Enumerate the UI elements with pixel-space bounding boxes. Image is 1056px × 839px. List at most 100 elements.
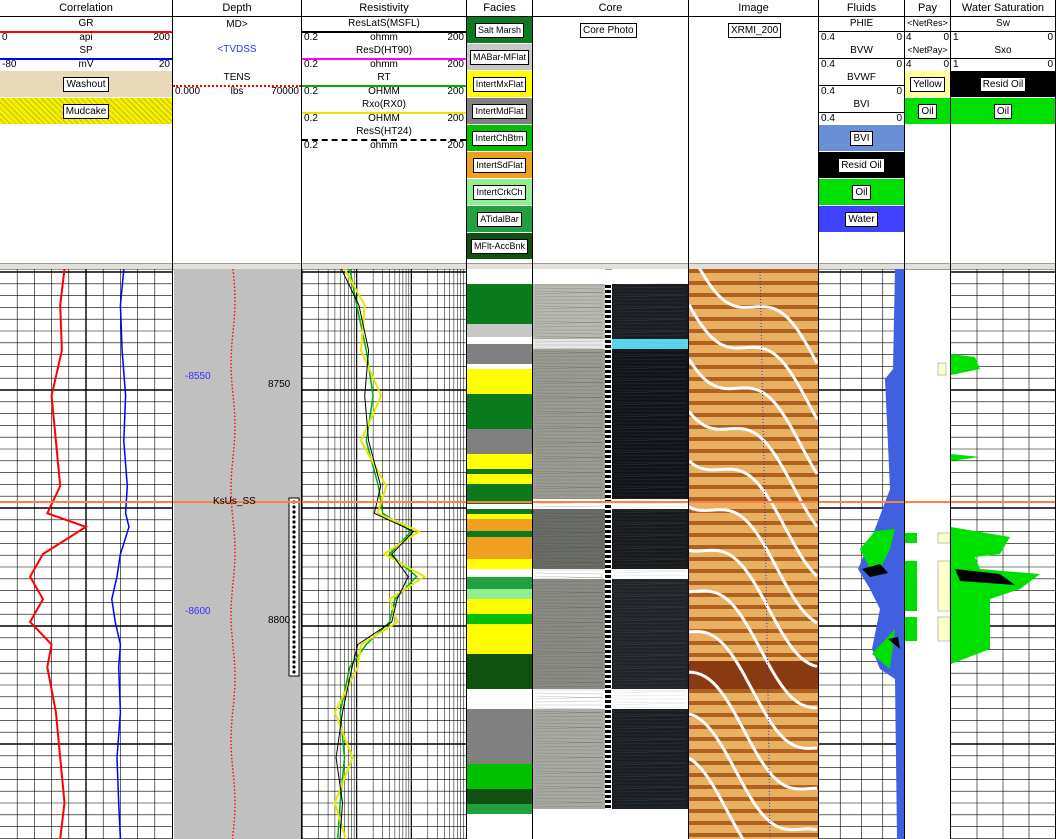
facies-legend-item[interactable]: IntertMxFlat	[467, 71, 532, 97]
track-header-image[interactable]: Image	[689, 0, 819, 17]
core-texture	[534, 437, 604, 440]
core-ruler-tick	[605, 350, 611, 353]
core-texture	[534, 670, 604, 673]
image-curve-label[interactable]: XRMI_200	[728, 23, 782, 38]
facies-legend-item[interactable]: IntertCrkCh	[467, 179, 532, 205]
curve-min: 0.2	[304, 59, 318, 70]
facies-legend-item[interactable]: Salt Marsh	[467, 17, 532, 43]
facies-interval	[467, 469, 532, 474]
track-divider	[904, 0, 905, 839]
core-texture	[534, 595, 604, 598]
track-header-core[interactable]: Core	[533, 0, 689, 17]
pay-curve-header[interactable]: <NetRes> 4 0	[905, 17, 950, 43]
fluids-curve-header[interactable]: PHIE 0.4 0	[819, 17, 904, 43]
fluids-legend-item[interactable]: Oil	[819, 179, 904, 205]
core-ruler-tick	[605, 385, 611, 388]
core-uv-texture	[613, 478, 687, 481]
facies-legend-item[interactable]: MABar-MFlat	[467, 44, 532, 70]
facies-interval	[467, 804, 532, 814]
core-uv-texture	[613, 353, 687, 356]
track-header-depth[interactable]: Depth	[173, 0, 302, 17]
image-band	[689, 557, 818, 561]
curve-max: 200	[447, 32, 464, 43]
core-texture	[534, 730, 604, 733]
fluids-legend-item[interactable]: Water	[819, 206, 904, 232]
image-band	[689, 325, 818, 329]
image-sinusoid	[688, 548, 818, 668]
sw-legend-item[interactable]: Resid Oil	[951, 71, 1055, 97]
gr-curve[interactable]	[28, 269, 89, 839]
mudcake-label: Mudcake	[62, 103, 110, 119]
resistivity-curve-header[interactable]: Rxo(RX0) 0.2 OHMM 200	[302, 98, 466, 124]
track-header-correlation[interactable]: Correlation	[0, 0, 173, 17]
core-texture	[534, 302, 604, 305]
fluids-curve-header[interactable]: BVI 0.4 0	[819, 98, 904, 124]
washout-fill-legend[interactable]: Washout	[0, 71, 172, 97]
core-uv-texture	[613, 318, 687, 322]
facies-legend-item[interactable]: IntertMdFlat	[467, 98, 532, 124]
core-texture	[534, 410, 604, 414]
core-ruler-tick	[605, 720, 611, 723]
fluids-legend-item[interactable]: BVI	[819, 125, 904, 151]
facies-legend-item[interactable]: MFlt-AccBnk	[467, 233, 532, 259]
facies-legend-item[interactable]: IntertSdFlat	[467, 152, 532, 178]
core-texture	[534, 486, 604, 490]
core-ruler-tick	[605, 555, 611, 558]
facies-legend-label: IntertMdFlat	[472, 103, 527, 119]
core-uv-texture	[613, 694, 687, 697]
pay-legend-item[interactable]: Oil	[905, 98, 950, 124]
sw-resid-oil-fill	[955, 569, 1015, 585]
core-texture	[534, 497, 604, 500]
formation-marker-dot	[292, 530, 296, 534]
mudcake-fill-legend[interactable]: Mudcake	[0, 98, 172, 124]
sw-curve-header[interactable]: Sxo 1 0	[951, 44, 1055, 70]
resistivity-curve-header[interactable]: ResS(HT24) 0.2 ohmm 200	[302, 125, 466, 151]
facies-legend-item[interactable]: IntertChBtm	[467, 125, 532, 151]
curve-line	[819, 31, 904, 32]
core-texture	[534, 490, 604, 493]
image-band	[689, 629, 818, 633]
core-photo-segment	[533, 269, 605, 284]
track-header-resistivity[interactable]: Resistivity	[302, 0, 467, 17]
core-texture	[534, 355, 604, 358]
msfl-curve[interactable]	[335, 269, 415, 839]
core-texture	[534, 422, 604, 425]
core-uv-texture	[613, 682, 687, 685]
resistivity-curve-header[interactable]: ResLatS(MSFL) 0.2 ohmm 200	[302, 17, 466, 43]
fluids-legend-item[interactable]: Resid Oil	[819, 152, 904, 178]
sp-curve[interactable]	[111, 269, 130, 839]
sp-curve-header[interactable]: SP -80 mV 20	[0, 44, 172, 70]
track-header-facies[interactable]: Facies	[467, 0, 533, 17]
log-body[interactable]	[0, 269, 1056, 839]
core-ruler-tick	[605, 295, 611, 298]
formation-marker-dot	[292, 610, 296, 614]
core-ruler-tick	[605, 370, 611, 373]
sw-legend-item[interactable]: Oil	[951, 98, 1055, 124]
rxo-curve[interactable]	[333, 269, 427, 839]
pay-legend-item[interactable]: Yellow	[905, 71, 950, 97]
image-band	[689, 829, 818, 833]
resistivity-curve-header[interactable]: ResD(HT90) 0.2 ohmm 200	[302, 44, 466, 70]
fluids-curve-header[interactable]: BVWF 0.4 0	[819, 71, 904, 97]
sw-curve-header[interactable]: Sw 1 0	[951, 17, 1055, 43]
pay-curve-header[interactable]: <NetPay> 4 0	[905, 44, 950, 70]
formation-marker-dot	[292, 640, 296, 644]
track-header-pay[interactable]: Pay	[905, 0, 951, 17]
track-header-water-saturation[interactable]: Water Saturation	[951, 0, 1056, 17]
tvdss-label: <TVDSS	[217, 44, 257, 55]
formation-marker-dot	[292, 655, 296, 659]
track-header-fluids[interactable]: Fluids	[819, 0, 905, 17]
facies-interval	[467, 589, 532, 599]
core-photo-label[interactable]: Core Photo	[580, 23, 637, 38]
curve-min: 0.4	[821, 32, 835, 43]
core-ruler-tick	[605, 590, 611, 593]
facies-legend-item[interactable]: ATidalBar	[467, 206, 532, 232]
fluids-curve-header[interactable]: BVW 0.4 0	[819, 44, 904, 70]
core-texture	[534, 755, 604, 759]
tens-curve-header[interactable]: TENS 0.000 lbs 70000	[173, 71, 301, 97]
core-ruler-tick	[605, 625, 611, 628]
gr-curve-header[interactable]: GR 0 api 200	[0, 17, 172, 43]
image-band	[689, 725, 818, 729]
resistivity-curve-header[interactable]: RT 0.2 OHMM 200	[302, 71, 466, 97]
